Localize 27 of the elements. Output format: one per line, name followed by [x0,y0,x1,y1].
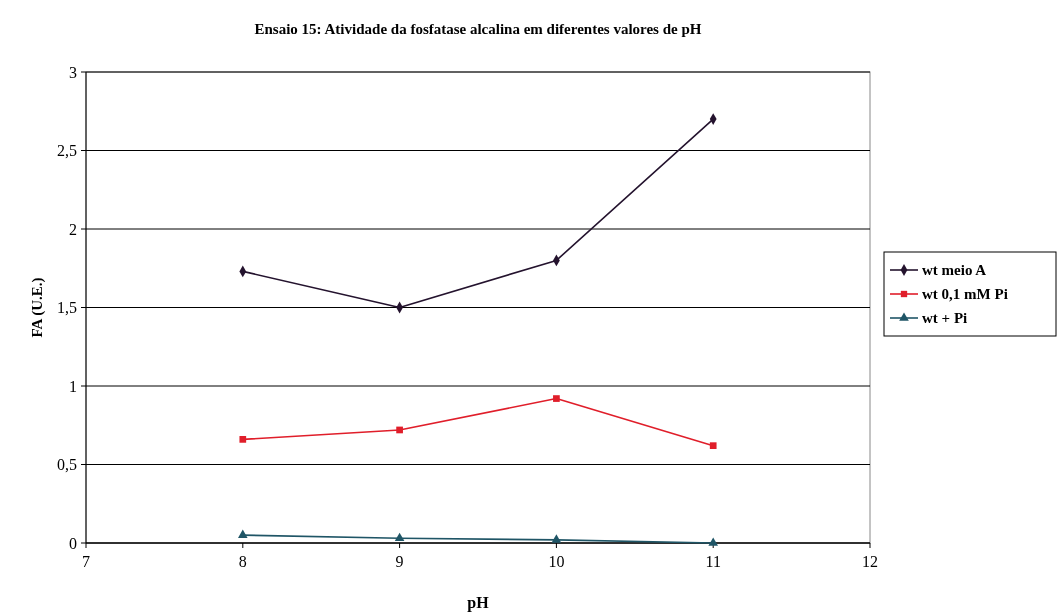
point [708,537,719,546]
point [396,426,403,434]
point [237,529,248,538]
chart-title: Ensaio 15: Atividade da fosfatase alcalina em diferentes valores de pH [254,21,702,37]
y-tick-label: 2 [69,220,77,238]
y-tick-label: 3 [69,63,77,81]
legend-label: wt 0,1 mM Pi [922,286,1008,303]
x-axis-title: pH [467,594,490,612]
point [394,532,405,542]
legend-label: wt meio A [922,262,987,279]
point [553,395,560,402]
x-tick-label: 12 [862,553,878,570]
x-tick-label: 9 [395,553,404,570]
y-tick-label: 0 [69,534,77,552]
y-axis-title: FA (U.E.) [29,277,46,338]
x-tick-label: 10 [548,553,565,570]
y-tick-label: 2,5 [57,142,77,160]
point [239,436,247,443]
y-tick-label: 0,5 [57,456,77,474]
point [709,442,717,450]
x-tick-label: 7 [82,553,90,570]
point [551,534,562,543]
y-tick-label: 1,5 [57,299,77,317]
legend-label: wt + Pi [922,310,968,327]
y-tick-label: 1 [69,377,77,395]
x-tick-label: 8 [238,553,247,570]
x-tick-label: 11 [705,553,721,570]
